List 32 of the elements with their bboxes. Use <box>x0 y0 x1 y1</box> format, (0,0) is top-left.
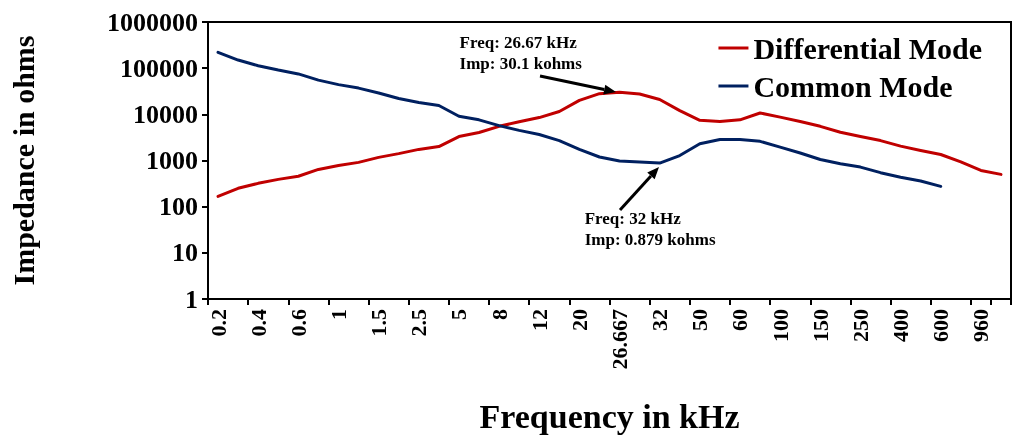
x-tick-label: 0.2 <box>205 309 231 337</box>
x-tick-label: 12 <box>526 309 552 331</box>
x-tick-label: 0.4 <box>245 309 271 337</box>
x-tick-label: 250 <box>847 309 873 342</box>
x-tick-label: 32 <box>647 309 673 331</box>
x-tick-label: 400 <box>888 309 914 342</box>
y-tick-label: 100000 <box>120 53 198 83</box>
x-tick-label: 20 <box>566 309 592 331</box>
annotation: Freq: 26.67 kHz Imp: 30.1 kohms <box>459 32 582 75</box>
x-tick-label: 600 <box>928 309 954 342</box>
y-tick-label: 10000 <box>133 99 198 129</box>
x-tick-label: 0.6 <box>285 309 311 337</box>
y-tick-label: 10 <box>172 238 198 268</box>
x-axis-title: Frequency in kHz <box>479 397 740 435</box>
x-tick-label: 2.5 <box>406 309 432 337</box>
x-tick-label: 1.5 <box>366 309 392 337</box>
x-tick-label: 8 <box>486 309 512 320</box>
x-tick-label: 960 <box>968 309 994 342</box>
legend-label: Common Mode <box>753 69 953 103</box>
y-tick-label: 1000000 <box>107 7 198 37</box>
y-axis-title: Impedance in ohms <box>6 35 40 286</box>
x-tick-label: 100 <box>767 309 793 342</box>
legend-label: Differential Mode <box>753 31 982 65</box>
x-tick-label: 60 <box>727 309 753 331</box>
y-tick-label: 100 <box>159 192 198 222</box>
x-tick-label: 50 <box>687 309 713 331</box>
x-tick-label: 26.667 <box>607 309 633 370</box>
x-tick-label: 5 <box>446 309 472 320</box>
x-tick-label: 150 <box>807 309 833 342</box>
annotation: Freq: 32 kHz Imp: 0.879 kohms <box>584 208 716 251</box>
x-tick-label: 1 <box>325 309 351 320</box>
y-tick-label: 1000 <box>146 146 198 175</box>
